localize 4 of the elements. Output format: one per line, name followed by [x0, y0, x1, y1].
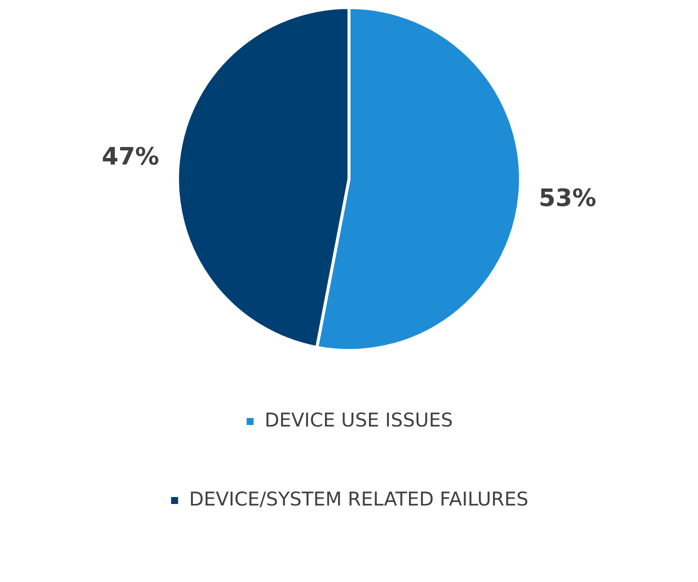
data-label: 53% — [538, 184, 596, 212]
data-label: 47% — [102, 142, 160, 171]
legend-label: DEVICE USE ISSUES — [264, 409, 453, 432]
legend-label: DEVICE/SYSTEM RELATED FAILURES — [189, 488, 528, 510]
